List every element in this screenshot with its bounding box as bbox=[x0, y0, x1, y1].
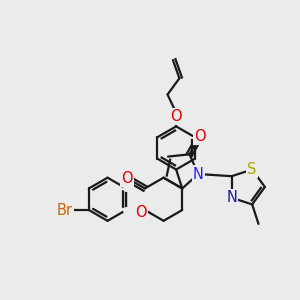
Text: N: N bbox=[226, 190, 237, 205]
Text: O: O bbox=[194, 129, 206, 144]
Text: O: O bbox=[135, 205, 147, 220]
Text: N: N bbox=[193, 167, 204, 182]
Text: S: S bbox=[248, 162, 257, 177]
Text: Br: Br bbox=[57, 202, 73, 217]
Text: O: O bbox=[121, 171, 133, 186]
Text: O: O bbox=[170, 109, 182, 124]
